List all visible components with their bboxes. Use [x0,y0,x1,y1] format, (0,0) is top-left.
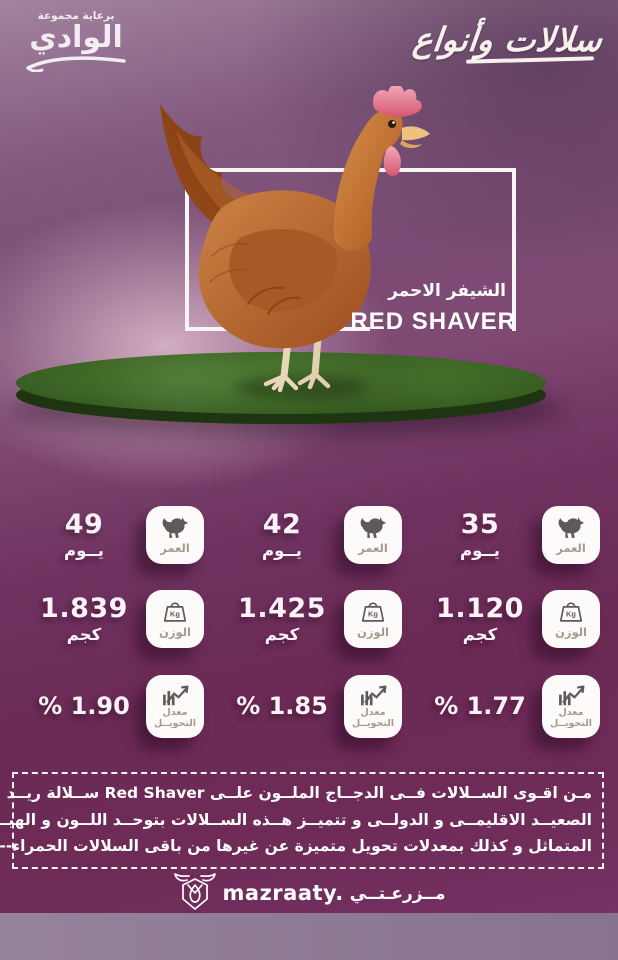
hen-beak [402,126,430,141]
age-label: العمر [358,540,388,555]
calligraphy-swoosh-icon [26,55,126,72]
age-value: 42 يــوم [262,508,302,560]
hen-neck [333,108,403,251]
conversion-value: % 1.77 [434,692,526,720]
weight-label: الوزن [159,624,191,639]
weight-kg-icon: Kg الوزن [542,590,600,648]
conversion-label-bottom: التحويــل [351,717,395,729]
conversion-chart-icon: معدل التحويــل [344,674,402,738]
svg-text:Kg: Kg [566,610,576,619]
mazraaty-emblem-icon [173,873,216,910]
hen-wattle [383,146,401,177]
stat-age-col3: العمر 49 يــوم [12,506,210,564]
weight-value: 1.839 كجم [40,592,128,644]
stats-grid: العمر 35 يــوم العمر 42 يــوم العمر [12,492,606,752]
conversion-label-top: معدل [162,706,188,718]
stat-conversion-col2: معدل التحويــل % 1.85 [210,674,408,738]
weight-value: 1.425 كجم [238,592,326,644]
description-box: مـن اقـوى الســلالات فــى الدجــاج الملـ… [0,772,604,869]
weight-value: 1.120 كجم [436,592,524,644]
stat-age-col2: العمر 42 يــوم [210,506,408,564]
red-shaver-hen-image [160,86,430,393]
brand-arabic: مــزرعـتــي [349,884,446,904]
hen-comb [373,86,422,117]
weight-kg-icon: Kg الوزن [146,590,204,648]
sponsor-name: الوادي [29,20,123,55]
description-line-1: مـن اقـوى الســلالات فــى الدجــاج الملـ… [0,784,592,802]
age-label: العمر [160,540,190,555]
brand-latin: mazraaty. [222,881,344,905]
sponsor-prefix: برعاية مجموعة [37,10,115,22]
frame-left-edge [185,168,189,331]
page-title: سلالات وأنواع [411,20,605,63]
conversion-label-bottom: التحويــل [549,717,593,729]
age-value: 49 يــوم [64,508,104,560]
stat-weight-col3: Kg الوزن 1.839 كجم [12,590,210,648]
conversion-label-top: معدل [558,706,584,718]
stat-weight-col1: Kg الوزن 1.120 كجم [408,590,606,648]
conversion-value: % 1.90 [38,692,130,720]
description-line-3: المتماثل و كذلك بمعدلات تحويل متميزة عن … [0,837,592,856]
conversion-chart-icon: معدل التحويــل [146,674,204,738]
frame-right-edge [512,168,516,331]
hen-shadow [235,374,367,400]
age-hen-icon: العمر [542,506,600,564]
sponsor-logo: برعاية مجموعة الوادي [14,10,138,72]
age-value: 35 يــوم [460,508,500,560]
stat-weight-col2: Kg الوزن 1.425 كجم [210,590,408,648]
title-text: سلالات وأنواع [411,20,605,59]
age-hen-icon: العمر [146,506,204,564]
stat-age-col1: العمر 35 يــوم [408,506,606,564]
breed-name-english: RED SHAVER [350,308,516,335]
svg-text:Kg: Kg [170,610,180,619]
age-hen-icon: العمر [344,506,402,564]
hen-eye [388,120,396,128]
description-line-2: الصعيــد الاقليمــى و الدولــى و تتميــز… [0,810,592,829]
stat-conversion-col3: معدل التحويــل % 1.90 [12,674,210,738]
weight-label: الوزن [357,624,389,639]
bottom-band [0,913,618,960]
hen-wing [229,228,338,312]
age-label: العمر [556,540,586,555]
svg-text:Kg: Kg [368,610,378,619]
conversion-label-top: معدل [360,706,386,718]
breed-name-arabic: الشيفر الاحمر [388,281,506,301]
stat-conversion-col1: معدل التحويــل % 1.77 [408,674,606,738]
weight-label: الوزن [555,624,587,639]
weight-kg-icon: Kg الوزن [344,590,402,648]
footer-brand: mazraaty. مــزرعـتــي [0,870,618,916]
conversion-chart-icon: معدل التحويــل [542,674,600,738]
conversion-value: % 1.85 [236,692,328,720]
conversion-label-bottom: التحويــل [153,717,197,729]
